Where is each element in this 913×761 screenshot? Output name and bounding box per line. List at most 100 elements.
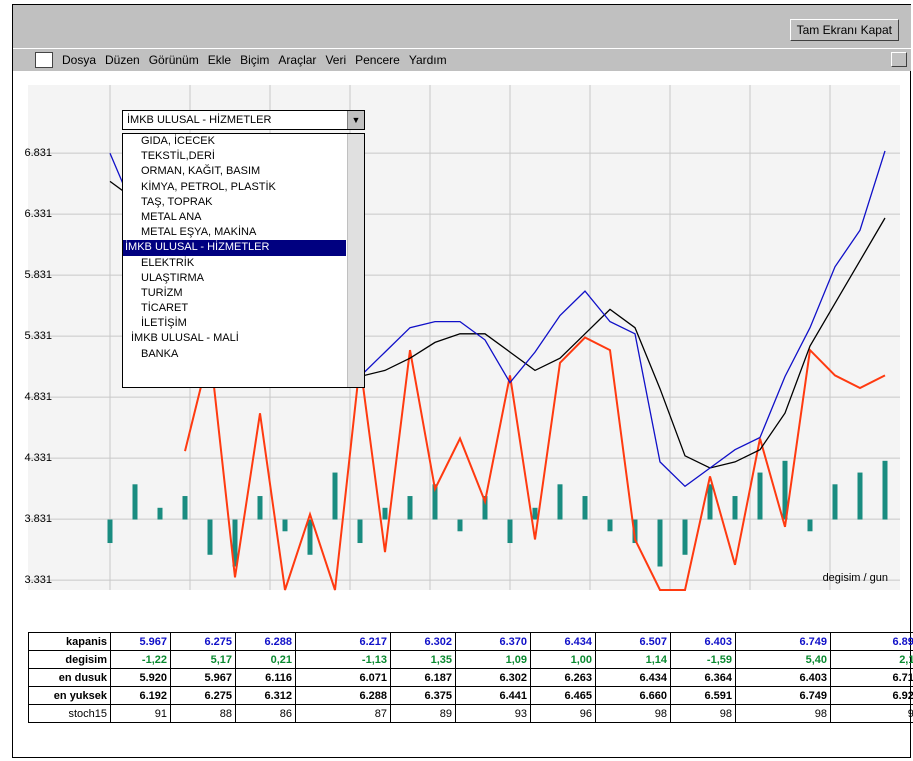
change-bar xyxy=(208,520,213,555)
table-row: degisim-1,225,170,21-1,131,351,091,001,1… xyxy=(29,651,913,669)
table-cell: 6.312 xyxy=(236,687,296,705)
change-bar xyxy=(708,484,713,519)
table-cell: 6.434 xyxy=(531,633,596,651)
full-screen-button[interactable]: Tam Ekranı Kapat xyxy=(790,19,899,41)
change-bar xyxy=(333,473,338,520)
scrollbar[interactable] xyxy=(347,134,364,387)
table-cell: 98 xyxy=(736,705,831,723)
menu-item[interactable]: Yardım xyxy=(409,53,447,67)
dropdown-value: İMKB ULUSAL - HİZMETLER xyxy=(127,114,271,126)
table-cell: -1,59 xyxy=(671,651,736,669)
table-cell: 6.403 xyxy=(736,669,831,687)
change-bar xyxy=(733,496,738,519)
change-bar xyxy=(133,484,138,519)
change-bar xyxy=(758,473,763,520)
row-label: stoch15 xyxy=(29,705,111,723)
dropdown-option[interactable]: GIDA, İCECEK xyxy=(123,134,346,149)
table-cell: 98 xyxy=(596,705,671,723)
table-cell: 6.403 xyxy=(671,633,736,651)
dropdown-option[interactable]: BANKA xyxy=(123,347,346,362)
dropdown[interactable]: İMKB ULUSAL - HİZMETLER ▼ xyxy=(122,110,365,130)
y-tick-label: 6.331 xyxy=(24,208,52,220)
dropdown-option[interactable]: İLETİŞİM xyxy=(123,316,346,331)
change-bar xyxy=(883,461,888,520)
dropdown-option[interactable]: ELEKTRİK xyxy=(123,256,346,271)
table-cell: 98 xyxy=(671,705,736,723)
change-bar xyxy=(408,496,413,519)
dropdown-option[interactable]: KİMYA, PETROL, PLASTİK xyxy=(123,180,346,195)
table-cell: 5.920 xyxy=(111,669,171,687)
table-cell: 98 xyxy=(831,705,913,723)
table-cell: 6.924 xyxy=(831,687,913,705)
menu-item[interactable]: Ekle xyxy=(208,53,231,67)
table-cell: 6.591 xyxy=(671,687,736,705)
table-cell: 6.465 xyxy=(531,687,596,705)
minimize-button[interactable] xyxy=(891,52,907,67)
dropdown-option[interactable]: İMKB ULUSAL - MALİ xyxy=(123,331,346,346)
table-cell: -1,22 xyxy=(111,651,171,669)
row-label: en yuksek xyxy=(29,687,111,705)
menu-item[interactable]: Dosya xyxy=(62,53,96,67)
table-cell: 6.187 xyxy=(391,669,456,687)
table-cell: 93 xyxy=(456,705,531,723)
change-bar xyxy=(108,520,113,543)
change-bar xyxy=(183,496,188,519)
table-cell: 6.370 xyxy=(456,633,531,651)
dropdown-option[interactable]: TEKSTİL,DERİ xyxy=(123,149,346,164)
y-tick-label: 3.831 xyxy=(24,513,52,525)
dropdown-option[interactable]: TAŞ, TOPRAK xyxy=(123,195,346,210)
app-icon xyxy=(35,52,53,68)
menu-item[interactable]: Araçlar xyxy=(278,53,316,67)
change-bar xyxy=(583,496,588,519)
change-bar xyxy=(533,508,538,520)
dropdown-option[interactable]: TURİZM xyxy=(123,286,346,301)
dropdown-option[interactable]: METAL ANA xyxy=(123,210,346,225)
dropdown-arrow[interactable]: ▼ xyxy=(347,111,364,129)
table-cell: 6.507 xyxy=(596,633,671,651)
change-bar xyxy=(658,520,663,567)
table-cell: 6.288 xyxy=(236,633,296,651)
change-bar xyxy=(308,520,313,555)
annotation: degisim / gun xyxy=(823,572,888,584)
row-label: kapanis xyxy=(29,633,111,651)
dropdown-option[interactable]: METAL EŞYA, MAKİNA xyxy=(123,225,346,240)
table-cell: 1,00 xyxy=(531,651,596,669)
table-cell: 6.891 xyxy=(831,633,913,651)
menu-item[interactable]: Biçim xyxy=(240,53,269,67)
dropdown-option[interactable]: İMKB ULUSAL - HİZMETLER xyxy=(123,240,346,255)
change-bar xyxy=(258,496,263,519)
change-bar xyxy=(683,520,688,555)
table-row: en dusuk5.9205.9676.1166.0716.1876.3026.… xyxy=(29,669,913,687)
menu-item[interactable]: Pencere xyxy=(355,53,400,67)
table-cell: -1,13 xyxy=(296,651,391,669)
table-cell: 6.713 xyxy=(831,669,913,687)
table-cell: 1,14 xyxy=(596,651,671,669)
data-table-wrap: kapanis5.9676.2756.2886.2176.3026.3706.4… xyxy=(28,632,913,723)
menu-bar: Dosya Düzen Görünüm Ekle Biçim Araçlar Veri Pen… xyxy=(13,48,911,71)
dropdown-option[interactable]: ORMAN, KAĞIT, BASIM xyxy=(123,164,346,179)
table-cell: 6.441 xyxy=(456,687,531,705)
menu-item[interactable]: Düzen xyxy=(105,53,140,67)
table-cell: 5.967 xyxy=(171,669,236,687)
table-cell: 5.967 xyxy=(111,633,171,651)
dropdown-option[interactable]: TİCARET xyxy=(123,301,346,316)
change-bar xyxy=(358,520,363,543)
change-bar xyxy=(808,520,813,532)
table-cell: 6.749 xyxy=(736,633,831,651)
menu-item[interactable]: Veri xyxy=(325,53,346,67)
menu-item[interactable]: Görünüm xyxy=(149,53,199,67)
table-cell: 0,21 xyxy=(236,651,296,669)
table-cell: 87 xyxy=(296,705,391,723)
row-label: degisim xyxy=(29,651,111,669)
table-cell: 6.071 xyxy=(296,669,391,687)
y-tick-label: 6.831 xyxy=(24,147,52,159)
data-table: kapanis5.9676.2756.2886.2176.3026.3706.4… xyxy=(28,632,913,723)
table-cell: 6.116 xyxy=(236,669,296,687)
table-cell: 5,40 xyxy=(736,651,831,669)
dropdown-option[interactable]: ULAŞTIRMA xyxy=(123,271,346,286)
table-cell: 6.192 xyxy=(111,687,171,705)
change-bar xyxy=(158,508,163,520)
